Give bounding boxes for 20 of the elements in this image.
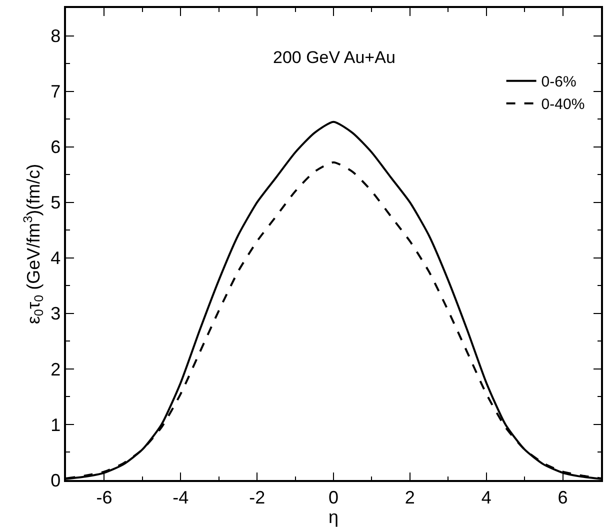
x-tick-label: -4 xyxy=(172,487,189,508)
x-tick-label: 4 xyxy=(481,487,492,508)
annotation: 200 GeV Au+Au xyxy=(273,48,396,67)
legend-label: 0-6% xyxy=(541,74,576,91)
y-tick-label: 0 xyxy=(50,470,61,490)
y-tick-label: 6 xyxy=(50,137,61,158)
y-tick-label: 5 xyxy=(50,192,61,213)
x-tick-label: 0 xyxy=(328,487,339,508)
y-tick-label: 7 xyxy=(50,82,61,102)
y-tick-label: 4 xyxy=(50,248,61,268)
x-tick-label: 6 xyxy=(558,487,568,508)
y-tick-label: 1 xyxy=(50,414,61,435)
x-tick-label: 2 xyxy=(404,487,415,508)
x-tick-label: -6 xyxy=(96,487,112,508)
legend-label: 0-40% xyxy=(541,96,585,114)
y-tick-label: 2 xyxy=(50,359,61,380)
x-tick-label: -2 xyxy=(249,487,266,508)
y-tick-label: 8 xyxy=(50,26,61,46)
y-tick-label: 3 xyxy=(50,304,61,324)
x-axis-title: η xyxy=(328,507,339,527)
